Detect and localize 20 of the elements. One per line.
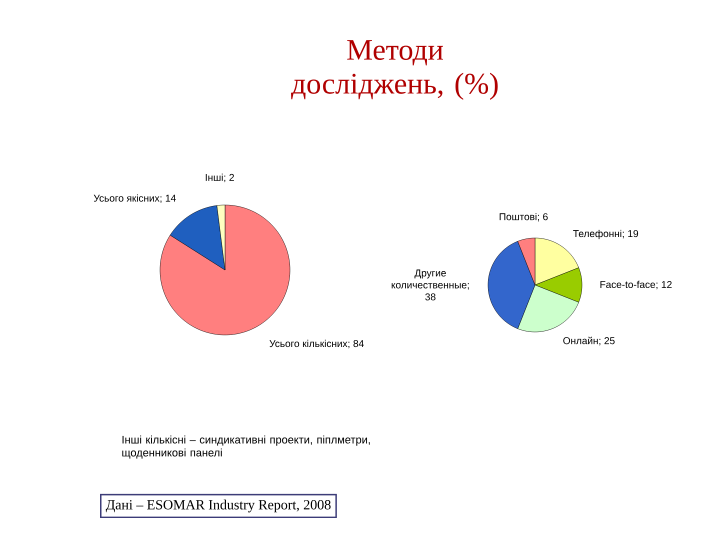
data-label: ; 84: [348, 340, 364, 348]
slice-label: Поштові: [500, 212, 536, 220]
data-label: ; 14: [160, 194, 176, 203]
chart-title: Методи досліджень, (%): [291, 40, 498, 100]
text: Дані – ESOMAR Industry Report, 2008: [106, 500, 331, 512]
text: 38: [425, 293, 436, 300]
data-label: ; 2: [224, 174, 234, 182]
data-label: ; 25: [599, 337, 615, 346]
text: Інші кількісні – синдикативні проекти, піплметри, щоденникові панелі: [122, 436, 370, 459]
text: ;: [468, 283, 469, 290]
slice-label: Face-to-face: [600, 280, 656, 288]
slice-label: Усього кількісних: [269, 340, 348, 348]
data-label: ; 12: [656, 281, 672, 290]
data-label: ; 6: [538, 213, 548, 222]
slice-label: Телефонні: [573, 230, 622, 240]
data-label: ; 19: [622, 230, 638, 238]
slice-label: Онлайн: [563, 336, 598, 344]
slice-label: Усього якісних: [94, 194, 160, 202]
slice-label: Другие количественные: [392, 270, 466, 288]
slice-label: Інші: [206, 174, 223, 181]
